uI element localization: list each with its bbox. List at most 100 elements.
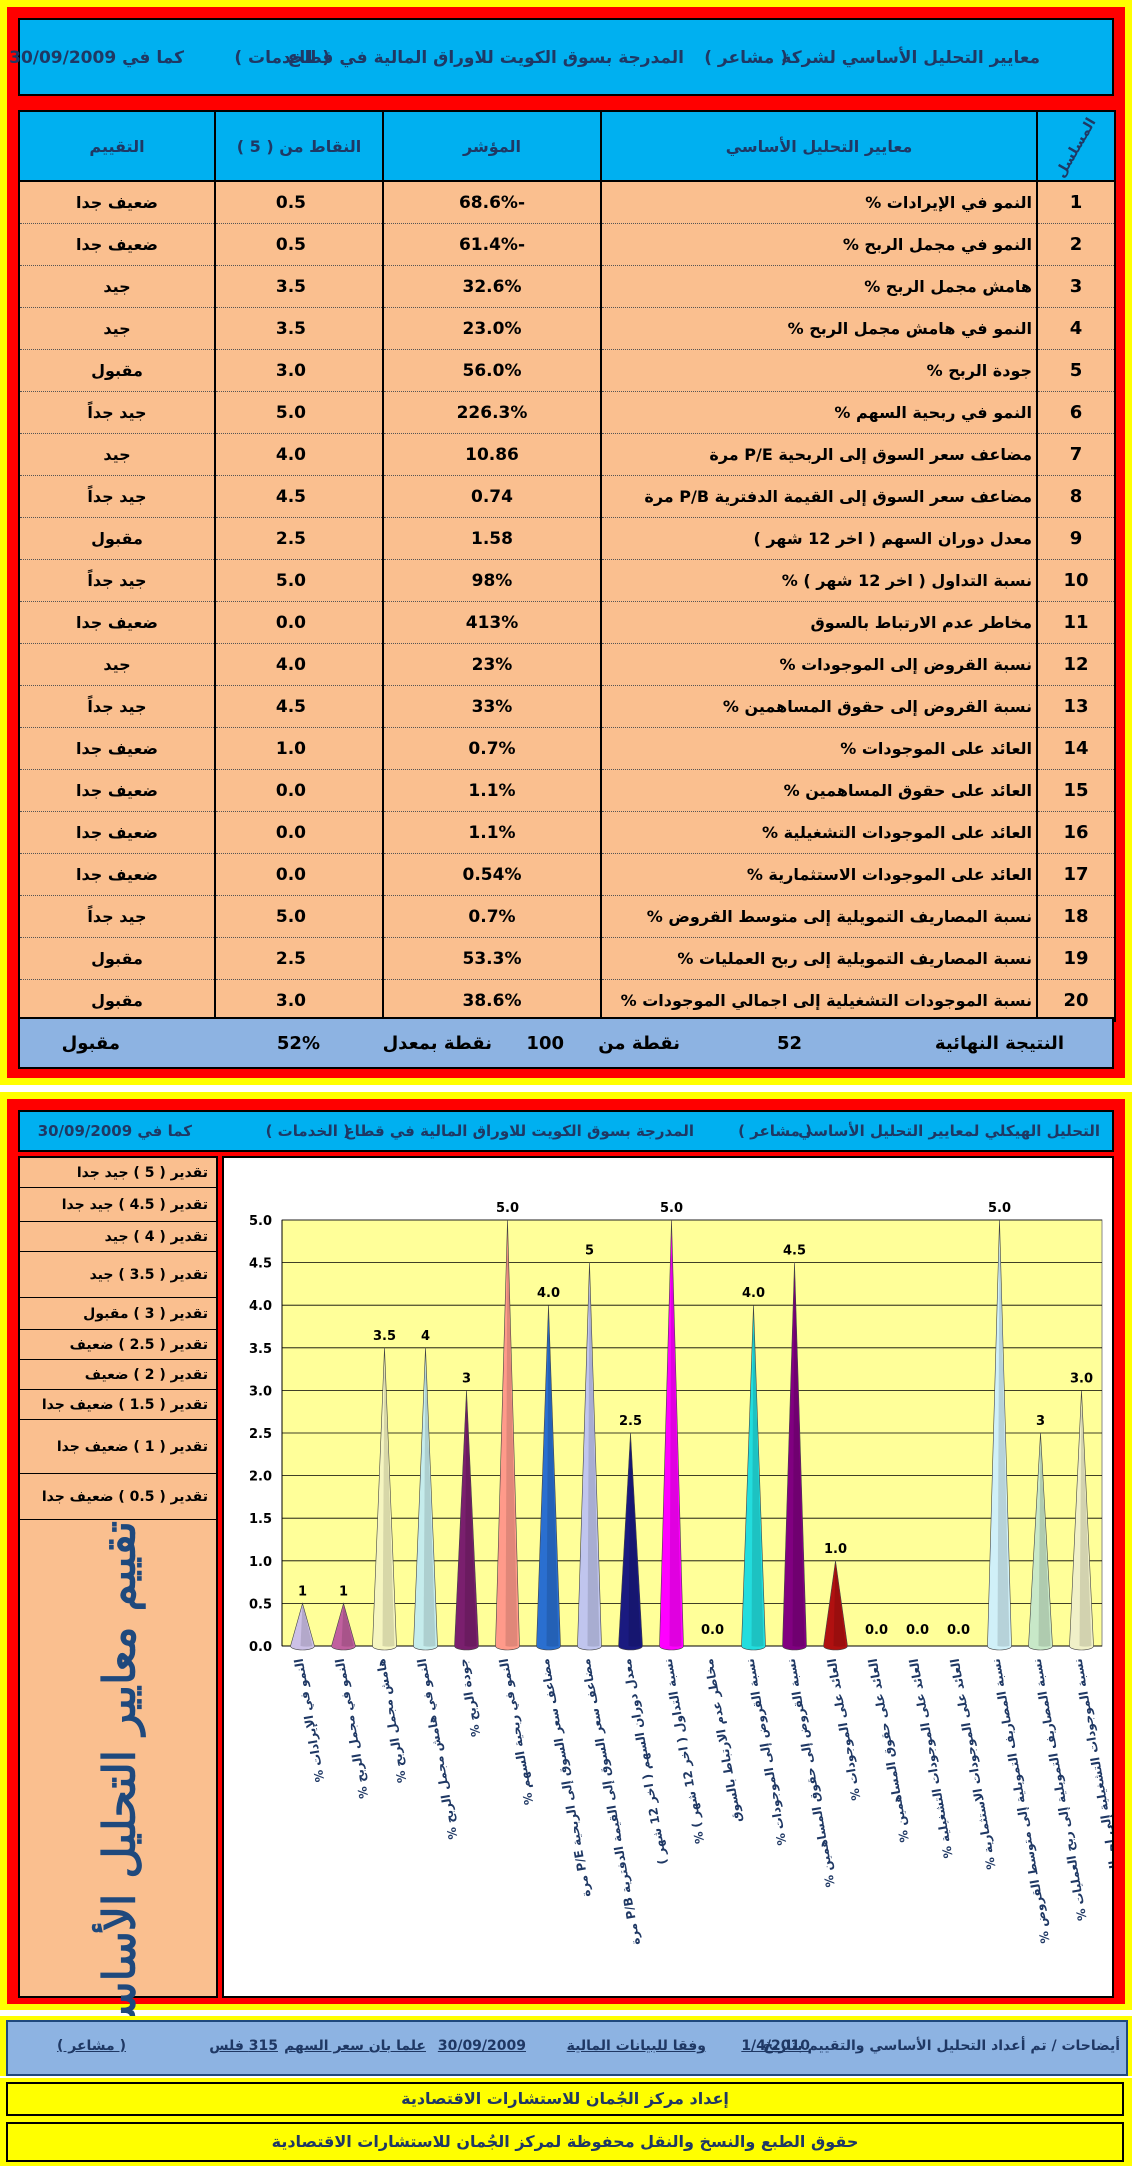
final-score: 52 [776, 1033, 802, 1054]
row-serial: 8 [1036, 475, 1116, 518]
chart-title-date: كما في 30/09/2009 [37, 1122, 192, 1140]
row-criteria: نسبة المصاريف التمويلية إلى متوسط القروض… [600, 895, 1038, 938]
col-header-criteria: معايير التحليل الأساسي [600, 110, 1038, 182]
data-label: 3 [1036, 1414, 1045, 1429]
data-label: 1.0 [824, 1542, 847, 1557]
y-tick-label: 5.0 [249, 1214, 272, 1229]
row-serial: 2 [1036, 223, 1116, 266]
cone-shade [833, 1560, 846, 1647]
data-label: 3.0 [1070, 1371, 1093, 1386]
data-label: 5.0 [988, 1201, 1011, 1216]
data-label: 2.5 [619, 1414, 642, 1429]
x-category-label: النمو في هامش مجمل الربح % [415, 1657, 462, 1840]
rating-legend-item: تقدير ( 5 ) جيد جدا [20, 1158, 216, 1188]
table-row: 6 النمو في ربحية السهم % 226.3% 5.0 جيد جداً [18, 391, 1116, 434]
x-category-label: نسبة التداول ( اخر 12 شهر ) % [661, 1657, 708, 1844]
cone-shade [505, 1220, 518, 1647]
row-serial: 17 [1036, 853, 1116, 896]
table-row: 1 النمو في الإيرادات % -68.6% 0.5 ضعيف جدا [18, 181, 1116, 224]
row-indicator: 0.54% [382, 853, 602, 896]
row-points: 5.0 [214, 895, 384, 938]
table-row: 10 نسبة التداول ( اخر 12 شهر ) % 98% 5.0 جيد… [18, 559, 1116, 602]
table-row: 19 نسبة المصاريف التمويلية إلى ربح العملي… [18, 937, 1116, 980]
row-criteria: هامش مجمل الربح % [600, 265, 1038, 308]
row-criteria: نسبة القروض إلى الموجودات % [600, 643, 1038, 686]
row-serial: 9 [1036, 517, 1116, 560]
y-tick-label: 3.5 [249, 1342, 272, 1357]
row-points: 4.0 [214, 433, 384, 476]
table-row: 15 العائد على حقوق المساهمين % 1.1% 0.0 ضعيف… [18, 769, 1116, 812]
prepared-by-bar: إعداد مركز الجُمان للاستشارات الاقتصادية [0, 2078, 1132, 2118]
row-serial: 19 [1036, 937, 1116, 980]
row-criteria: العائد على الموجودات التشغيلية % [600, 811, 1038, 854]
row-rating: ضعيف جدا [18, 853, 216, 896]
row-indicator: 1.1% [382, 769, 602, 812]
data-label: 5 [585, 1244, 594, 1259]
notes-data-date: 30/09/2009 [437, 2038, 526, 2054]
table-row: 17 العائد على الموجودات الاستثمارية % 0.54… [18, 853, 1116, 896]
row-serial: 10 [1036, 559, 1116, 602]
row-points: 5.0 [214, 391, 384, 434]
row-points: 2.5 [214, 517, 384, 560]
row-criteria: مخاطر عدم الارتباط بالسوق [600, 601, 1038, 644]
chart-header-bar: التحليل الهيكلي لمعايير التحليل الأساسي … [18, 1110, 1114, 1152]
cone-bar [454, 1390, 479, 1651]
row-rating: ضعيف جدا [18, 223, 216, 266]
row-criteria: النمو في مجمل الربح % [600, 223, 1038, 266]
table-row: 8 مضاعف سعر السوق إلى القيمة الدفترية P/B… [18, 475, 1116, 518]
rating-legend-item: تقدير ( 1.5 ) ضعيف جدا [20, 1390, 216, 1420]
chart-title-mid: المدرجة بسوق الكويت للاوراق المالية في ق… [344, 1122, 694, 1140]
row-serial: 5 [1036, 349, 1116, 392]
rating-legend-item: تقدير ( 3.5 ) جيد [20, 1252, 216, 1298]
rating-legend-item: تقدير ( 2.5 ) ضعيف [20, 1330, 216, 1360]
row-indicator: 0.7% [382, 727, 602, 770]
cone-shade [423, 1347, 436, 1647]
data-label: 3 [462, 1371, 471, 1386]
x-category-label: نسبة القروض إلى الموجودات % [743, 1657, 791, 1846]
x-category-label: النمو في ربحية السهم % [497, 1657, 538, 1806]
data-label: 1 [339, 1584, 348, 1599]
row-serial: 6 [1036, 391, 1116, 434]
col-header-rating: التقييم [18, 110, 216, 182]
x-category-label: العائد على الموجودات التشغيلية % [907, 1657, 957, 1859]
table-row: 7 مضاعف سعر السوق إلى الربحية P/E مرة 10.8… [18, 433, 1116, 476]
row-rating: ضعيف جدا [18, 811, 216, 854]
row-indicator: 1.58 [382, 517, 602, 560]
rating-scale-legend: تقدير ( 5 ) جيد جدا تقدير ( 4.5 ) جيد جدا… [18, 1156, 218, 2055]
table-row: 13 نسبة القروض إلى حقوق المساهمين % 33% 4.5… [18, 685, 1116, 728]
data-label: 1 [298, 1584, 307, 1599]
notes-data-basis: وفقا للبيانات المالية [566, 2038, 706, 2054]
row-serial: 16 [1036, 811, 1116, 854]
row-criteria: معدل دوران السهم ( اخر 12 شهر ) [600, 517, 1038, 560]
row-indicator: 226.3% [382, 391, 602, 434]
row-rating: جيد جداً [18, 895, 216, 938]
cone-shade [997, 1220, 1010, 1647]
cone-bar [782, 1262, 807, 1651]
cone-bar [331, 1602, 356, 1651]
cone-shade [546, 1305, 559, 1647]
notes-price-note: علما بان سعر السهم [284, 2038, 426, 2054]
cone-bar [413, 1347, 438, 1651]
notes-prefix: أيضاحات / تم أعداد التحليل الأساسي والتق… [763, 2038, 1120, 2054]
table-row: 5 جودة الربح % 56.0% 3.0 مقبول [18, 349, 1116, 392]
cone-bar [536, 1305, 561, 1651]
rate-label: نقطة بمعدل [382, 1033, 492, 1054]
row-criteria: نسبة الموجودات التشغيلية إلى اجمالي المو… [600, 979, 1038, 1022]
table-title-mid: المدرجة بسوق الكويت للاوراق المالية في ق… [287, 48, 684, 68]
row-criteria: نسبة التداول ( اخر 12 شهر ) % [600, 559, 1038, 602]
col-header-indicator: المؤشر [382, 110, 602, 182]
y-tick-label: 2.5 [249, 1427, 272, 1442]
row-points: 4.0 [214, 643, 384, 686]
row-criteria: النمو في الإيرادات % [600, 181, 1038, 224]
row-indicator: -61.4% [382, 223, 602, 266]
row-indicator: 38.6% [382, 979, 602, 1022]
notes-company: ( مشاعر ) [57, 2038, 126, 2054]
row-rating: جيد [18, 265, 216, 308]
row-serial: 1 [1036, 181, 1116, 224]
fundamental-criteria-table: المسلسل معايير التحليل الأساسي المؤشر ال… [18, 110, 1116, 1022]
y-tick-label: 2.0 [249, 1470, 272, 1485]
row-points: 0.0 [214, 853, 384, 896]
row-indicator: 33% [382, 685, 602, 728]
row-criteria: جودة الربح % [600, 349, 1038, 392]
table-title-sector: ( الخدمات ) [234, 48, 330, 68]
